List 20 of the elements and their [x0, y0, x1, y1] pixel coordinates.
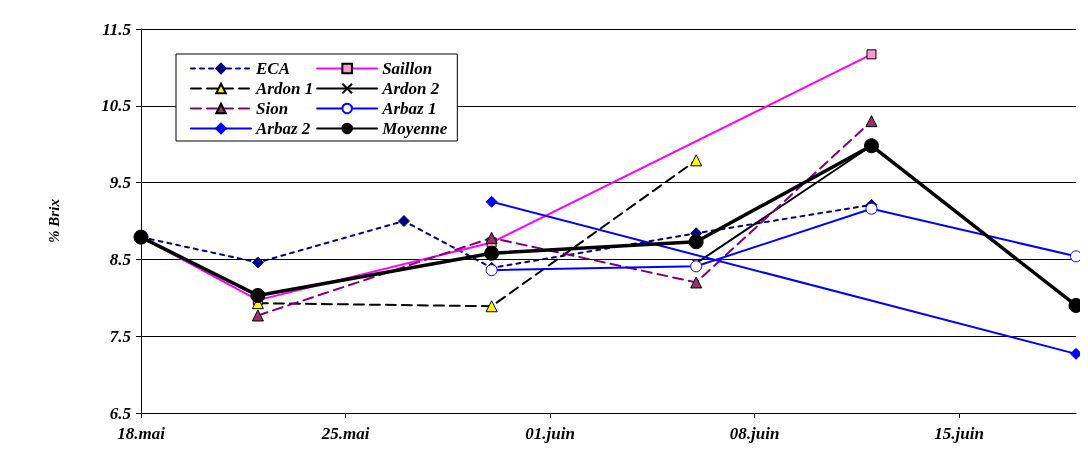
legend-label: Saillon [382, 59, 433, 78]
y-tick-label: 11.5 [102, 19, 132, 39]
y-tick-label: 9.5 [109, 173, 132, 193]
legend-label: Ardon 1 [255, 79, 314, 98]
legend-label: Arbaz 1 [381, 99, 437, 118]
legend-label: Sion [256, 99, 289, 118]
x-tick-label: 15.juin [934, 424, 984, 443]
legend-label: Arbaz 2 [255, 119, 311, 138]
legend-label: ECA [255, 59, 291, 78]
x-tick-label: 01.juin [525, 424, 575, 443]
x-tick-label: 25.mai [320, 424, 370, 443]
legend-label: Ardon 2 [381, 79, 440, 98]
legend-label: Moyenne [381, 119, 448, 138]
y-tick-label: 7.5 [109, 326, 132, 346]
x-tick-label: 08.juin [729, 424, 780, 443]
y-tick-label: 8.5 [109, 249, 132, 269]
y-tick-label: 10.5 [101, 96, 132, 116]
x-tick-label: 18.mai [117, 424, 166, 443]
y-axis-title: % Brix [45, 198, 62, 243]
y-tick-label: 6.5 [109, 403, 132, 423]
